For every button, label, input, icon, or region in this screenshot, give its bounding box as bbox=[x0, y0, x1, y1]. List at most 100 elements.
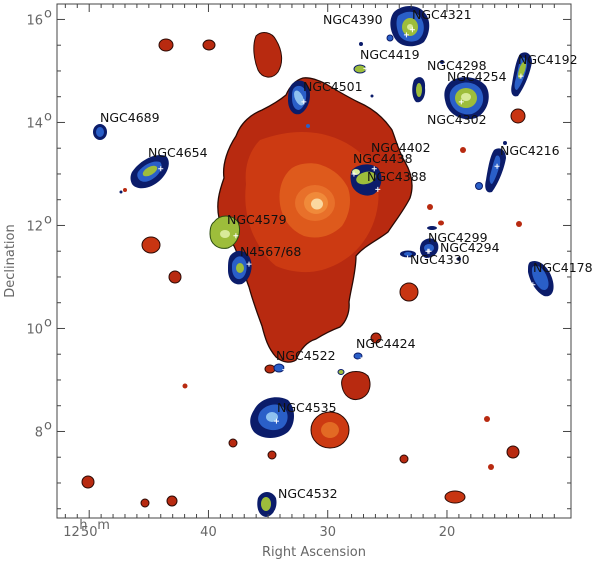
hi-galaxy-contours bbox=[93, 6, 554, 517]
galaxy-label-ngc4654: NGC4654 bbox=[148, 145, 208, 160]
galaxy-marker-ngc4438 bbox=[351, 171, 357, 177]
y-tick-label: 12 bbox=[26, 219, 43, 234]
xray-blob bbox=[166, 495, 178, 507]
hi-clump bbox=[503, 141, 507, 145]
galaxy-marker-ngc4522 bbox=[282, 367, 288, 373]
x-tick-label: 50 bbox=[81, 525, 98, 540]
galaxy-marker-ngc4298 bbox=[426, 89, 432, 95]
hi-clump bbox=[440, 60, 444, 64]
x-tick-hour-suffix: h bbox=[79, 518, 87, 533]
x-tick-label: 30 bbox=[319, 525, 336, 540]
galaxy-label-ngc4501: NGC4501 bbox=[303, 79, 363, 94]
galaxy-marker-ngc4330 bbox=[405, 255, 411, 261]
hi-clump bbox=[427, 226, 437, 230]
hi-clump bbox=[370, 94, 374, 98]
xray-blob bbox=[158, 38, 174, 52]
galaxy-label-ngc4535: NGC4535 bbox=[277, 400, 337, 415]
galaxy-marker-ngc4424 bbox=[358, 356, 364, 362]
y-tick-label: 10 bbox=[26, 322, 43, 337]
galaxy-marker-ngc4532 bbox=[273, 508, 279, 514]
galaxy-label-ngc4522: NGC4522 bbox=[276, 348, 336, 363]
y-tick-degree-symbol: o bbox=[44, 109, 52, 124]
xray-blob bbox=[182, 383, 188, 389]
galaxy-label-ngc4178: NGC4178 bbox=[533, 260, 593, 275]
y-axis-title: Declination bbox=[3, 224, 18, 298]
y-tick-degree-symbol: o bbox=[44, 212, 52, 227]
x-axis-title: Right Ascension bbox=[262, 545, 366, 560]
galaxy-label-ngc4689: NGC4689 bbox=[100, 110, 160, 125]
y-tick-degree-symbol: o bbox=[44, 6, 52, 21]
galaxy-label-ngc4390: NGC4390 bbox=[323, 12, 383, 27]
xray-blob bbox=[321, 422, 339, 438]
xray-blob bbox=[484, 416, 490, 422]
galaxy-label-ngc4254: NGC4254 bbox=[447, 69, 507, 84]
hi-clump bbox=[416, 83, 422, 97]
galaxy-label-ngc4294: NGC4294 bbox=[440, 240, 500, 255]
hi-clump bbox=[236, 263, 244, 273]
hi-clump bbox=[266, 412, 278, 422]
hi-clump bbox=[489, 155, 501, 184]
x-axis: 12 h50 m 40 30 20 bbox=[63, 4, 555, 540]
galaxy-marker-ngc4390 bbox=[403, 32, 409, 38]
hi-clump bbox=[518, 61, 526, 79]
x-tick-hour-label: 12 bbox=[63, 525, 80, 540]
hi-clump bbox=[96, 127, 104, 137]
galaxy-label-ngc4388: NGC4388 bbox=[367, 169, 427, 184]
galaxy-marker-ngc4254 bbox=[458, 99, 464, 105]
hi-clump bbox=[306, 124, 310, 128]
xray-blob bbox=[444, 490, 466, 504]
galaxy-label-ngc4298: NGC4298 bbox=[427, 58, 487, 73]
galaxy-label-ngc4402: NGC4402 bbox=[371, 140, 431, 155]
xray-blob bbox=[141, 236, 161, 254]
xray-blob bbox=[123, 188, 127, 192]
y-tick-label: 14 bbox=[26, 116, 43, 131]
galaxy-label-ngc4419: NGC4419 bbox=[360, 47, 420, 62]
xray-blob bbox=[488, 464, 494, 470]
galaxy-label-ngc4532: NGC4532 bbox=[278, 486, 338, 501]
galaxy-marker-ngc4216 bbox=[494, 163, 500, 169]
xray-blob bbox=[506, 445, 520, 459]
xray-blob bbox=[516, 221, 522, 227]
hi-clump bbox=[119, 190, 123, 194]
hi-clump bbox=[461, 93, 471, 101]
x-tick-minute-suffix: m bbox=[97, 518, 110, 533]
hi-clump bbox=[404, 252, 412, 256]
galaxy-label-ngc4579: NGC4579 bbox=[227, 212, 287, 227]
xray-blob bbox=[370, 332, 382, 344]
hi-clump bbox=[261, 497, 271, 511]
xray-blob bbox=[168, 270, 182, 284]
galaxy-label-ngc4438: NGC4438 bbox=[353, 151, 413, 166]
galaxy-label-n4567-68: N4567/68 bbox=[240, 244, 301, 259]
hi-clump bbox=[475, 182, 483, 190]
xray-blob bbox=[253, 32, 283, 78]
x-tick-label: 40 bbox=[200, 525, 217, 540]
xray-blob bbox=[460, 147, 466, 153]
galaxy-label-ngc4302: NGC4302 bbox=[427, 112, 487, 127]
galaxy-label-ngc4192: NGC4192 bbox=[518, 52, 578, 67]
xray-blob bbox=[427, 204, 433, 210]
hi-clump bbox=[359, 42, 363, 46]
hi-clump bbox=[273, 363, 285, 373]
xray-blob bbox=[510, 108, 526, 124]
galaxy-marker-ngc4192 bbox=[518, 73, 524, 79]
xray-blob bbox=[202, 39, 216, 51]
hi-clump bbox=[386, 34, 394, 42]
x-tick-label: 20 bbox=[439, 525, 456, 540]
hi-clump bbox=[356, 171, 376, 185]
hi-clump bbox=[457, 257, 461, 261]
galaxy-marker-ngc4302 bbox=[426, 101, 432, 107]
xray-blob bbox=[264, 364, 276, 374]
hi-clump bbox=[407, 24, 413, 30]
y-tick-label: 16 bbox=[26, 13, 43, 28]
galaxy-label-ngc4321: NGC4321 bbox=[412, 7, 472, 22]
hi-clump bbox=[142, 165, 158, 177]
y-axis: 8 o10 o12 o14 o16 o bbox=[26, 6, 571, 510]
xray-blob bbox=[81, 475, 95, 489]
hi-clump bbox=[337, 369, 345, 375]
hi-clump bbox=[353, 352, 363, 360]
xray-peak bbox=[311, 198, 323, 210]
galaxy-marker-ngc4654 bbox=[158, 166, 164, 172]
xray-blob bbox=[399, 454, 409, 464]
